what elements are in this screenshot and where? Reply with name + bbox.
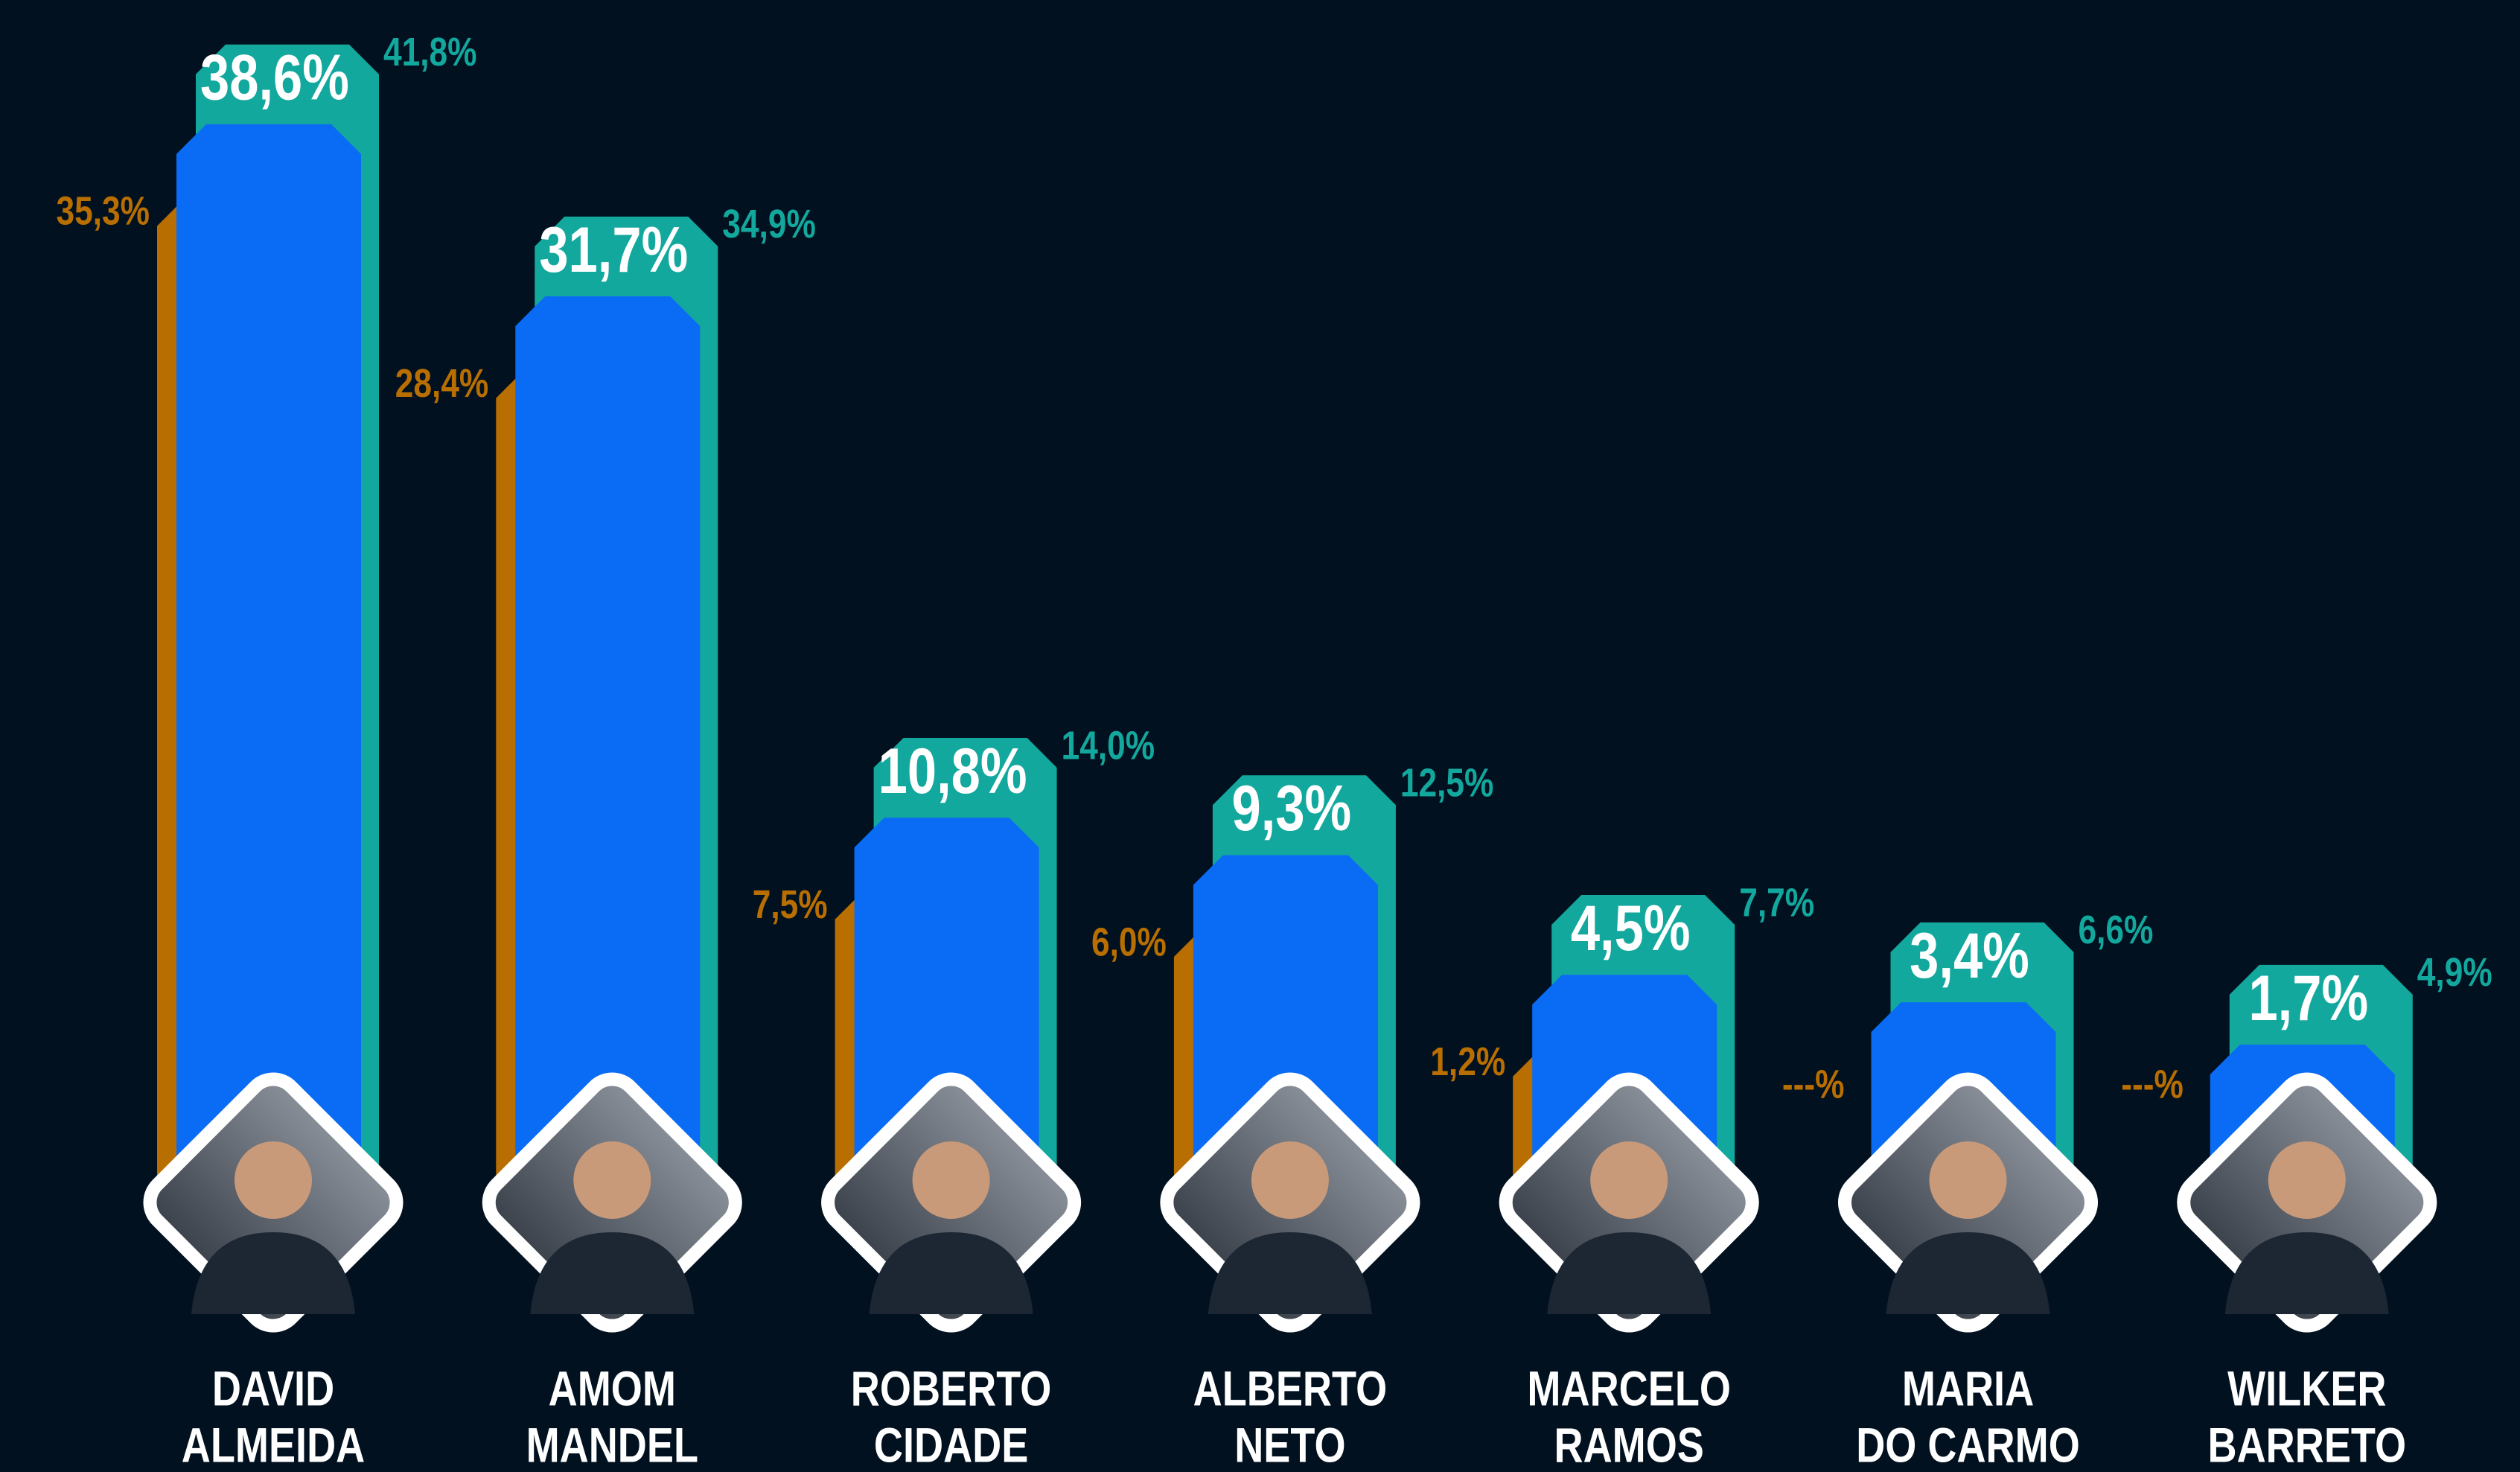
candidate-photo <box>821 1072 1082 1333</box>
value-label-min: 7,5% <box>753 882 828 927</box>
value-label-min: 35,3% <box>56 189 150 234</box>
candidate-name: NETO <box>1234 1417 1345 1472</box>
candidate-name: CIDADE <box>874 1417 1028 1472</box>
candidate-name: MANDEL <box>526 1417 698 1472</box>
value-label-min: 1,2% <box>1430 1039 1505 1084</box>
head <box>235 1141 312 1219</box>
head <box>573 1141 651 1219</box>
candidate-photo <box>482 1072 742 1333</box>
value-label: 10,8% <box>878 735 1027 806</box>
value-label: 3,4% <box>1910 920 2029 991</box>
value-label-min: ---% <box>1782 1062 1845 1106</box>
value-label-min: 28,4% <box>395 361 489 406</box>
shoulders <box>2224 1232 2389 1314</box>
candidate-photo <box>1837 1072 2099 1333</box>
value-label: 31,7% <box>539 214 688 285</box>
person-silhouette <box>191 1141 355 1314</box>
value-label-min: 6,0% <box>1091 920 1167 964</box>
shoulders <box>191 1232 355 1314</box>
candidate-name: ALMEIDA <box>182 1417 366 1472</box>
candidate-photo <box>2177 1072 2437 1333</box>
shoulders <box>530 1232 695 1314</box>
candidate-name: ROBERTO <box>851 1360 1052 1415</box>
value-label-max: 14,0% <box>1062 723 1155 768</box>
head <box>2268 1141 2346 1219</box>
candidate-photo <box>1160 1072 1420 1333</box>
candidate-name: DAVID <box>212 1360 334 1415</box>
person-silhouette <box>869 1141 1033 1314</box>
candidate-name: WILKER <box>2227 1360 2386 1415</box>
person-silhouette <box>1886 1141 2050 1314</box>
value-label-max: 7,7% <box>1739 880 1814 925</box>
shoulders <box>869 1232 1033 1314</box>
head <box>1929 1141 2007 1219</box>
candidate-name: BARRETO <box>2208 1417 2407 1472</box>
person-silhouette <box>1208 1141 1372 1314</box>
value-label: 4,5% <box>1571 892 1691 963</box>
head <box>1251 1141 1329 1219</box>
bar <box>176 124 361 1229</box>
value-label-max: 4,9% <box>2417 950 2492 995</box>
value-label-max: 12,5% <box>1400 760 1494 805</box>
value-label: 9,3% <box>1232 773 1352 844</box>
value-label: 38,6% <box>200 42 349 113</box>
value-label-max: 34,9% <box>722 202 816 246</box>
candidate-name: RAMOS <box>1554 1417 1703 1472</box>
value-label-min: ---% <box>2121 1062 2184 1106</box>
candidate-name: MARIA <box>1902 1360 2034 1415</box>
head <box>1590 1141 1668 1219</box>
value-label-max: 6,6% <box>2079 908 2154 952</box>
shoulders <box>1208 1232 1372 1314</box>
candidate-name: AMOM <box>549 1360 676 1415</box>
candidate-name: ALBERTO <box>1193 1360 1388 1415</box>
candidate-name: MARCELO <box>1527 1360 1731 1415</box>
candidate-photo <box>1499 1072 1759 1333</box>
bar <box>515 296 701 1229</box>
head <box>912 1141 990 1219</box>
shoulders <box>1886 1232 2050 1314</box>
person-silhouette <box>530 1141 695 1314</box>
candidate-photo <box>143 1072 403 1333</box>
value-label: 1,7% <box>2248 962 2368 1033</box>
candidate-name: DO CARMO <box>1856 1417 2080 1472</box>
value-label-max: 41,8% <box>383 30 477 74</box>
person-silhouette <box>2224 1141 2389 1314</box>
shoulders <box>1547 1232 1712 1314</box>
person-silhouette <box>1547 1141 1712 1314</box>
